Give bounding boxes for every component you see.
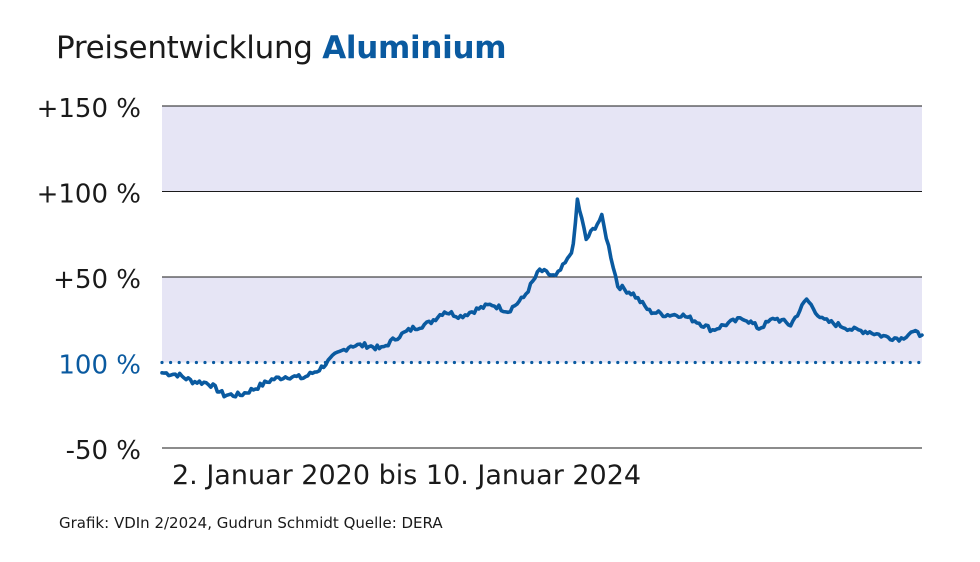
- aluminium-price-line: [160, 197, 924, 399]
- shaded-band-1: [162, 106, 922, 192]
- y-tick-label-1: +100 %: [37, 180, 141, 210]
- x-axis-range-label: 2. Januar 2020 bis 10. Januar 2024: [172, 460, 642, 491]
- title-accent: Aluminium: [322, 30, 507, 66]
- title-prefix: Preisentwicklung: [56, 30, 313, 66]
- shaded-band-0: [162, 277, 922, 363]
- y-tick-label-3: 100 %: [58, 351, 141, 381]
- y-tick-label-0: +150 %: [37, 94, 141, 124]
- source-credit: Grafik: VDIn 2/2024, Gudrun Schmidt Quel…: [59, 514, 443, 532]
- y-tick-label-2: +50 %: [53, 265, 141, 295]
- y-tick-label-4: -50 %: [66, 436, 141, 466]
- chart-title: Preisentwicklung Aluminium: [56, 30, 507, 66]
